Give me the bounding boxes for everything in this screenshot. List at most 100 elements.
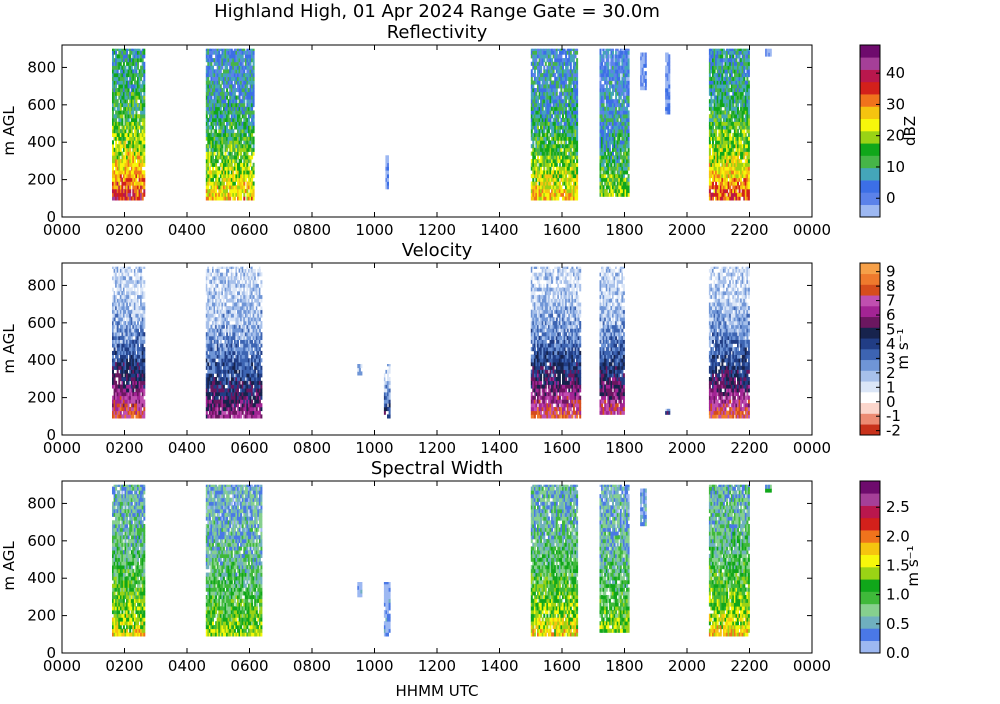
echo-cell: [253, 73, 255, 77]
echo-cell: [535, 58, 537, 62]
echo-cell: [576, 73, 578, 77]
echo-cell: [115, 118, 117, 122]
echo-cell: [668, 69, 670, 73]
echo-cell: [117, 69, 119, 73]
echo-cell: [628, 129, 630, 133]
echo-cell: [535, 163, 537, 167]
echo-cell: [748, 54, 750, 58]
echo-cell: [221, 144, 223, 148]
echo-cell: [240, 118, 242, 122]
echo-cell: [226, 88, 228, 92]
echo-cell: [546, 81, 548, 85]
echo-cell: [540, 167, 542, 171]
echo-cell: [576, 148, 578, 152]
echo-cell: [143, 140, 145, 144]
colorbar-tick-label: 20: [886, 127, 905, 145]
echo-cell: [748, 167, 750, 171]
echo-cell: [576, 122, 578, 126]
echo-cell: [246, 84, 248, 88]
echo-cell: [645, 53, 647, 57]
echo-cell: [143, 125, 145, 129]
echo-cell: [668, 58, 670, 62]
echo-cell: [745, 133, 747, 137]
echo-cell: [628, 122, 630, 126]
echo-cell: [232, 170, 234, 174]
echo-cell: [576, 159, 578, 163]
echo-cell: [131, 81, 133, 85]
echo-cell: [732, 148, 734, 152]
echo-cell: [207, 122, 209, 126]
echo-cell: [743, 77, 745, 81]
echo-cell: [709, 148, 711, 152]
echo-cell: [748, 163, 750, 167]
echo-cell: [576, 178, 578, 182]
echo-cell: [556, 163, 558, 167]
echo-cell: [143, 189, 145, 193]
echo-cell: [628, 125, 630, 129]
panel-title: Velocity: [402, 240, 473, 261]
colorbar-swatch: [860, 45, 880, 58]
echo-cell: [143, 51, 145, 55]
echo-cell: [668, 66, 670, 70]
echo-cell: [231, 163, 233, 167]
echo-cell: [600, 51, 602, 55]
echo-cell: [628, 66, 630, 70]
echo-cell: [712, 125, 714, 129]
echo-cell: [603, 99, 605, 103]
echo-cell: [645, 71, 647, 75]
echo-cell: [128, 88, 130, 92]
echo-cell: [731, 118, 733, 122]
echo-cell: [143, 174, 145, 178]
echo-cell: [618, 99, 620, 103]
echo-cell: [642, 67, 644, 71]
echo-cell: [143, 62, 145, 66]
echo-cell: [628, 84, 630, 88]
echo-cell: [560, 88, 562, 92]
echo-cell: [603, 185, 605, 189]
echo-cell: [729, 129, 731, 133]
echo-cell: [556, 88, 558, 92]
echo-cell: [253, 54, 255, 58]
echo-cell: [612, 92, 614, 96]
echo-cell: [565, 152, 567, 156]
echo-cell: [253, 77, 255, 81]
echo-cell: [143, 193, 145, 197]
echo-cell: [615, 107, 617, 111]
x-tick-label: 1000: [355, 221, 393, 239]
echo-cell: [668, 96, 670, 100]
echo-cell: [553, 69, 555, 73]
echo-cell: [748, 182, 750, 186]
echo-cell: [770, 49, 772, 53]
echo-cell: [212, 167, 214, 171]
echo-cell: [129, 193, 131, 197]
echo-cell: [559, 182, 561, 186]
echo-cell: [143, 66, 145, 70]
echo-cell: [570, 182, 572, 186]
echo-cell: [121, 118, 123, 122]
echo-cell: [570, 51, 572, 55]
echo-cell: [628, 167, 630, 171]
echo-cell: [576, 110, 578, 114]
echo-cell: [234, 182, 236, 186]
echo-cell: [748, 122, 750, 126]
echo-cell: [668, 107, 670, 111]
echo-cell: [748, 174, 750, 178]
echo-cell: [710, 103, 712, 107]
echo-cell: [626, 170, 628, 174]
echo-cell: [131, 66, 133, 70]
echo-cell: [576, 96, 578, 100]
echo-region: [112, 49, 145, 201]
echo-cell: [560, 140, 562, 144]
echo-cell: [748, 144, 750, 148]
echo-cell: [550, 182, 552, 186]
echo-cell: [240, 196, 242, 200]
echo-cell: [603, 58, 605, 62]
echo-cell: [628, 49, 630, 51]
echo-cell: [748, 159, 750, 163]
echo-cell: [559, 163, 561, 167]
echo-cell: [645, 64, 647, 68]
echo-cell: [729, 133, 731, 137]
echo-cell: [628, 163, 630, 167]
echo-cell: [576, 107, 578, 111]
